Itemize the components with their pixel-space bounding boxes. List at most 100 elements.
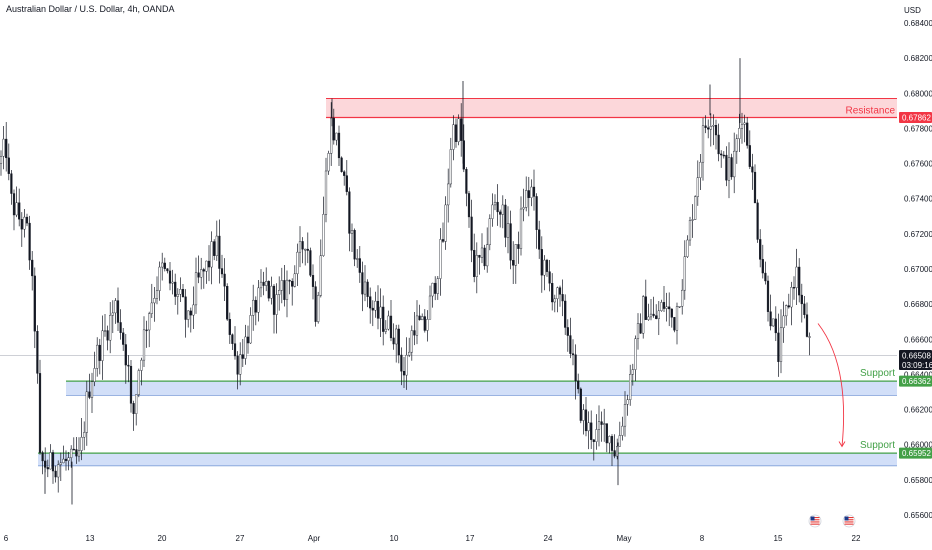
candle-body [46,467,49,470]
candle-body [720,153,723,156]
candle-body [317,295,320,322]
time-tick: 6 [4,534,9,543]
candle-body [272,285,276,315]
candle-body [699,161,702,178]
candle-body [187,310,190,320]
candle-body [59,462,62,465]
candle-body [717,134,720,155]
us-flag-event-icon[interactable] [808,514,822,528]
candle-body [200,269,203,278]
price-tick: 0.67800 [904,124,932,133]
candle-body [257,287,260,313]
candle-body [241,354,244,359]
candle-body [116,300,120,323]
candle-body [41,452,44,462]
candle-body [374,300,377,311]
candle-body [223,273,226,287]
candle-body [54,470,57,478]
candle-body [795,266,798,288]
candle-body [278,290,281,295]
candle-body [114,300,117,314]
candle-body [558,287,562,295]
candle-body [514,244,517,266]
candle-body [441,239,445,242]
candle-body [5,138,8,159]
candle-body [0,156,3,164]
candle-body [662,302,666,309]
candle-body [610,436,614,451]
candle-body [465,169,468,194]
candle-body [288,279,291,282]
candle-body [28,222,31,261]
support-price-tag-bg [899,375,932,387]
candle-body [306,248,309,251]
candle-body [779,327,783,362]
support-zone [66,381,897,396]
candle-body [376,300,380,319]
candle-body [400,354,403,372]
candle-body [77,450,81,457]
time-tick: May [616,534,631,543]
candle-body [132,403,135,414]
candle-body [192,304,195,316]
candle-body [405,354,408,376]
price-tick: 0.66000 [904,441,932,450]
candle-body [561,294,564,302]
candle-body [457,118,460,142]
candle-body [556,287,559,300]
candle-body [722,154,725,157]
candle-body [730,157,733,178]
candle-body [314,286,317,322]
candle-body [506,223,510,238]
candle-body [67,457,70,461]
candle-body [436,278,439,294]
candle-body [395,328,398,345]
candle-body [447,183,450,206]
candle-body [790,287,793,308]
candle-body [228,319,231,335]
candle-body [460,118,463,141]
candle-body [613,450,616,457]
candle-body [379,306,382,319]
candle-body [62,458,65,464]
candle-body [231,334,234,344]
candle-body [535,196,538,230]
candle-body [103,330,107,332]
candle-body [704,125,707,128]
candle-body [119,322,122,333]
candle-body [538,229,541,250]
candle-body [101,330,104,361]
candle-body [111,312,114,316]
forecast-arrow [817,323,845,447]
resistance-price-tag: 0.67862 [902,114,931,123]
candle-body [803,303,806,315]
us-flag-event-icon[interactable] [842,514,856,528]
candle-body [452,124,455,150]
price-axis[interactable]: USD0.656000.658000.660000.662000.664000.… [899,6,932,520]
candle-body [756,202,759,240]
flag-canton [810,516,815,521]
candle-body [764,272,767,282]
candle-body [397,328,400,356]
last-price-tag-bg [899,349,932,370]
candle-body [106,330,109,341]
candle-body [548,271,551,284]
candle-body [772,318,775,327]
candle-body [20,219,23,230]
candle-body [798,266,801,296]
candle-body [254,299,257,313]
candle-body [725,154,728,181]
chart-title: Australian Dollar / U.S. Dollar, 4h, OAN… [6,4,175,14]
candle-body [623,404,627,427]
candle-body [142,329,146,361]
candle-body [421,316,424,321]
candle-body [504,204,507,238]
time-axis[interactable]: 6 13 20 27 Apr 10 17 24 May 8 15 22 [4,534,861,543]
forecast-arrow-head [838,441,846,448]
candle-body [348,191,351,234]
candle-body [345,175,348,192]
candle-body [408,351,411,356]
candle-body [517,244,520,249]
candle-body [530,186,533,198]
